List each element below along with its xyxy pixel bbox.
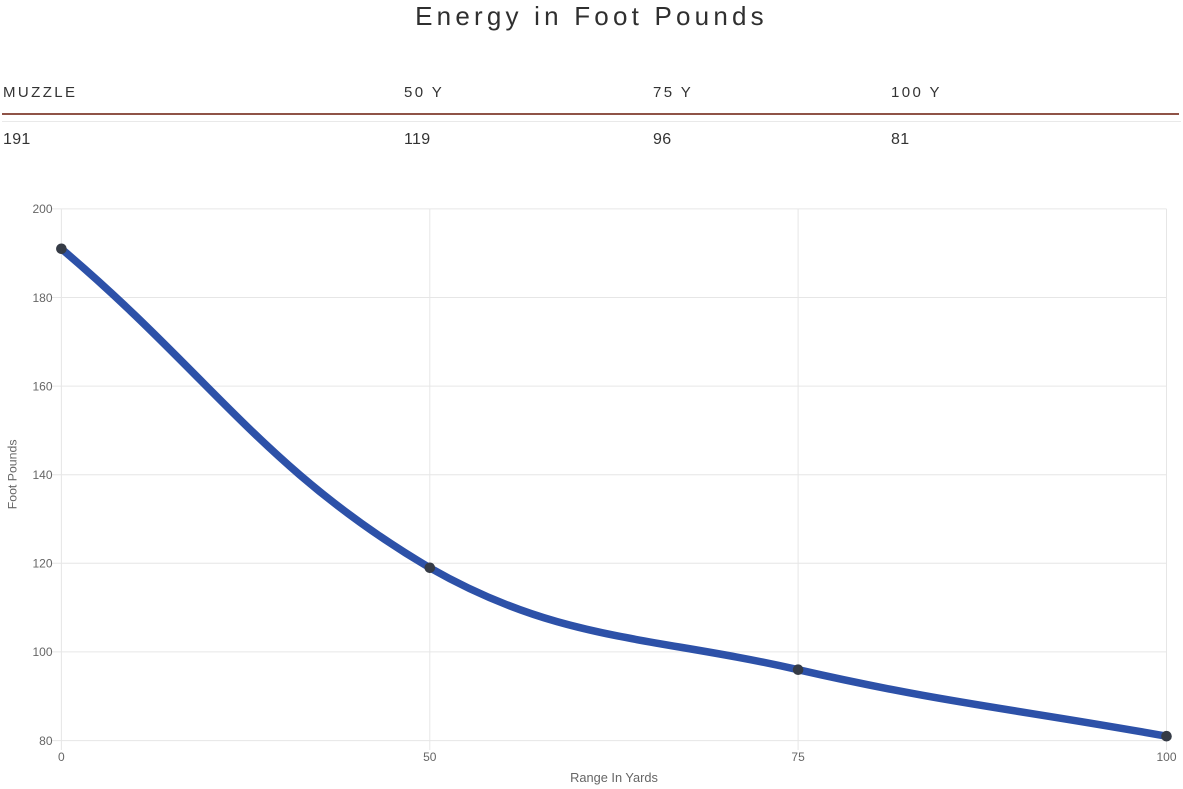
svg-text:Range In Yards: Range In Yards — [570, 770, 658, 785]
svg-text:Foot Pounds: Foot Pounds — [6, 440, 20, 510]
svg-text:100: 100 — [1156, 750, 1176, 764]
svg-text:160: 160 — [32, 379, 52, 393]
svg-text:120: 120 — [32, 557, 52, 571]
svg-text:140: 140 — [32, 468, 52, 482]
svg-text:0: 0 — [58, 750, 65, 764]
svg-text:200: 200 — [32, 202, 52, 216]
svg-text:75: 75 — [791, 750, 805, 764]
svg-text:180: 180 — [32, 291, 52, 305]
svg-text:80: 80 — [39, 734, 53, 748]
svg-text:50: 50 — [423, 750, 437, 764]
svg-text:100: 100 — [32, 645, 52, 659]
